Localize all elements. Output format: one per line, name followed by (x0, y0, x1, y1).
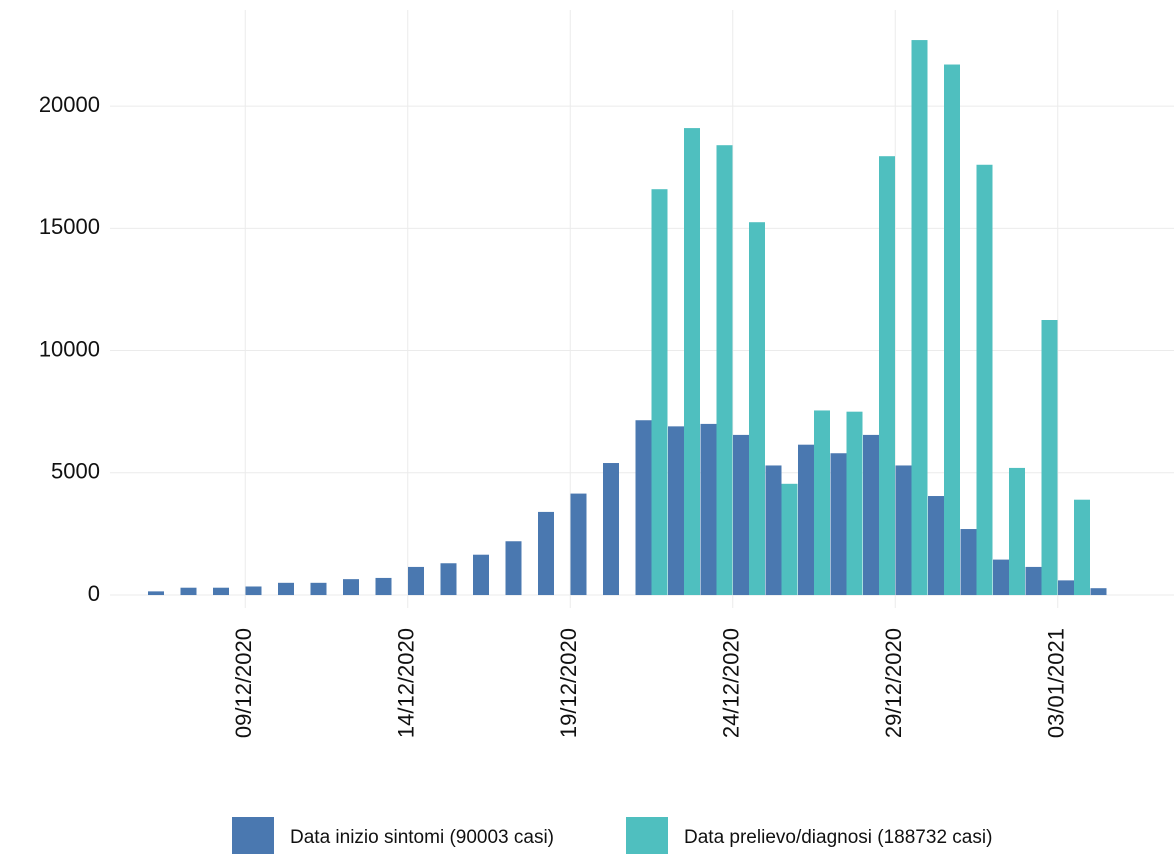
bar (846, 411, 863, 596)
bar (944, 64, 960, 596)
legend-label: Data prelievo/diagnosi (188732 casi) (684, 827, 992, 848)
x-tick-label: 03/01/2021 (1044, 628, 1069, 738)
bar (343, 579, 359, 596)
bar (911, 40, 928, 596)
bar (180, 587, 197, 596)
bar (1090, 588, 1107, 596)
x-tick-label: 29/12/2020 (881, 628, 906, 738)
bar (716, 145, 733, 596)
y-tick-label: 15000 (39, 214, 100, 239)
bar (1074, 499, 1090, 596)
bar (1025, 566, 1042, 596)
bar (895, 465, 912, 596)
bar (1041, 320, 1058, 596)
bar (375, 577, 392, 596)
bar (993, 559, 1009, 596)
bar (148, 591, 164, 596)
x-tick-label: 19/12/2020 (556, 628, 581, 738)
bar (651, 189, 668, 596)
bar (733, 434, 749, 596)
bar (765, 465, 782, 596)
bar (863, 434, 879, 596)
bar (473, 554, 489, 596)
legend-swatch (626, 817, 668, 854)
bar (505, 541, 522, 596)
bar (814, 410, 830, 596)
bar (310, 582, 327, 596)
bar (408, 566, 424, 596)
bar (798, 444, 814, 596)
y-tick-label: 5000 (51, 459, 100, 484)
bar (278, 582, 294, 596)
bar (538, 511, 554, 596)
y-tick-label: 0 (88, 581, 100, 606)
legend-swatch (232, 817, 274, 854)
x-tick-label: 24/12/2020 (719, 628, 744, 738)
bar (570, 493, 587, 596)
bar (700, 423, 717, 596)
bar (976, 164, 993, 596)
bar (635, 420, 652, 596)
legend-label: Data inizio sintomi (90003 casi) (290, 827, 554, 848)
bar (603, 463, 619, 596)
bar (1058, 580, 1074, 596)
y-tick-label: 20000 (39, 92, 100, 117)
x-tick-label: 14/12/2020 (394, 628, 419, 738)
x-tick-label: 09/12/2020 (231, 628, 256, 738)
y-tick-label: 10000 (39, 336, 100, 361)
bar (1009, 467, 1025, 596)
bar (749, 222, 765, 596)
bar (781, 483, 798, 596)
bar (960, 529, 977, 596)
bar (684, 128, 700, 596)
bar (245, 586, 262, 596)
bar (830, 453, 847, 596)
bar (879, 156, 895, 596)
bar (668, 426, 684, 596)
bar (440, 563, 457, 596)
bar (928, 496, 944, 596)
bar (213, 587, 229, 596)
